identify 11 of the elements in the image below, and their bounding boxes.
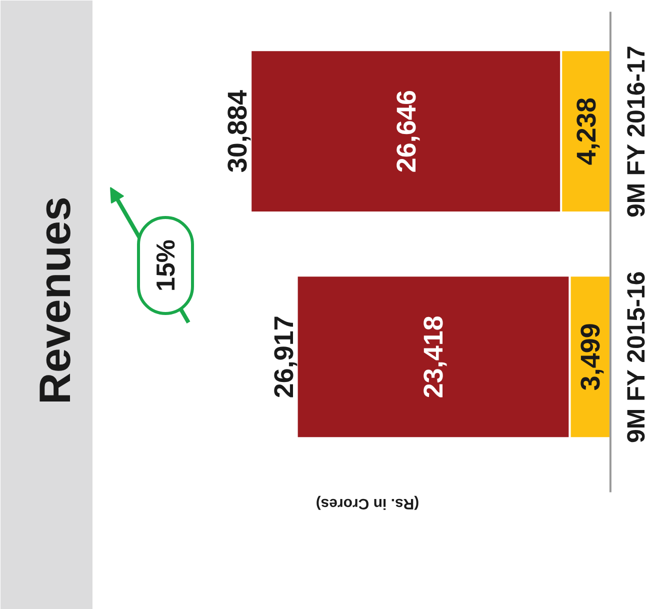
data-label: 26,646 <box>391 90 422 173</box>
y-tick-label: 9M FY 2016-17 <box>622 46 650 218</box>
data-label: 23,418 <box>418 316 449 398</box>
data-label: 3,499 <box>576 323 606 391</box>
total-label: 26,917 <box>268 316 299 398</box>
y-tick-label: 9M FY 2015-16 <box>622 271 650 444</box>
x-axis-title: (Rs. in Crores) <box>316 495 420 512</box>
text: 15% <box>150 239 180 292</box>
text: Revenues <box>31 196 80 404</box>
total-label: 30,884 <box>222 90 253 173</box>
data-label: 4,238 <box>571 98 602 166</box>
